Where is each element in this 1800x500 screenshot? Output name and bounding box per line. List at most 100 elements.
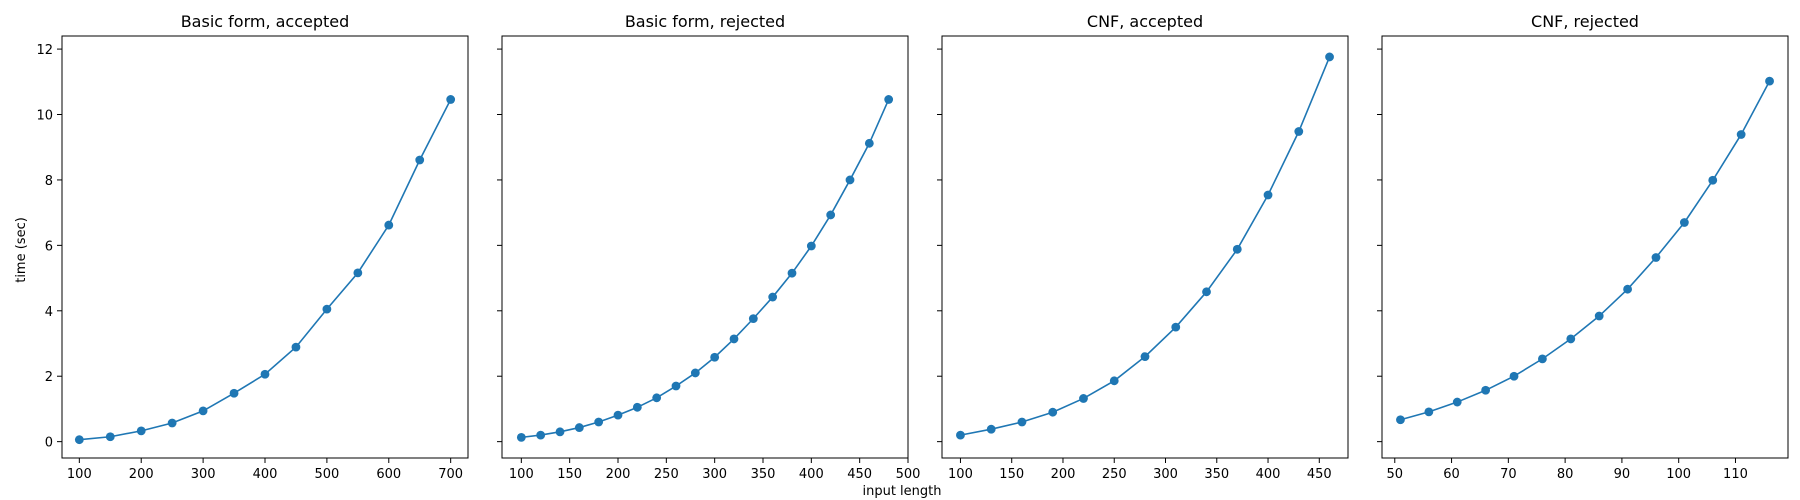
data-point [729, 334, 739, 344]
data-point [1109, 376, 1119, 386]
data-point [1079, 394, 1088, 403]
series-line [521, 99, 890, 439]
series-line [960, 56, 1331, 436]
data-point [1171, 322, 1181, 332]
x-tick-label: 450 [847, 467, 872, 482]
x-tick-label: 350 [751, 467, 776, 482]
x-tick-label: 200 [1051, 467, 1076, 482]
chart-panel: Basic form, rejected 100 150 200 250 300 350 40… [497, 12, 920, 482]
data-point [415, 155, 425, 165]
data-point [1538, 354, 1547, 364]
data-point [671, 381, 681, 391]
data-point [806, 241, 816, 251]
data-point [136, 426, 146, 436]
data-point [1623, 284, 1632, 294]
data-point [632, 402, 642, 412]
data-point [826, 210, 836, 220]
data-point [516, 432, 526, 442]
x-tick-label: 70 [1500, 467, 1517, 482]
y-axis-label: time (sec) [14, 217, 29, 283]
data-point [710, 352, 720, 362]
panel-title: Basic form, rejected [625, 12, 785, 31]
x-tick-label: 200 [606, 467, 631, 482]
data-point [1202, 287, 1211, 297]
data-point [1566, 334, 1576, 344]
data-point [74, 435, 84, 445]
data-point [1140, 352, 1150, 361]
x-tick-label: 250 [654, 467, 679, 482]
data-point [594, 417, 604, 427]
x-tick-label: 700 [438, 467, 463, 482]
x-tick-label: 350 [1204, 467, 1229, 482]
x-tick-label: 600 [376, 467, 401, 482]
data-point [384, 220, 394, 230]
chart-panel: CNF, accepted 100 150 200 250 300 350 400 450 [937, 12, 1349, 482]
data-point [956, 430, 965, 440]
x-tick-label: 450 [1307, 467, 1332, 482]
data-point [105, 432, 115, 442]
y-tick-label: 4 [45, 305, 53, 320]
x-tick-label: 500 [896, 467, 921, 482]
data-point [198, 406, 208, 416]
x-tick-label: 300 [191, 467, 216, 482]
x-tick-label: 400 [253, 467, 278, 482]
data-point [446, 95, 456, 104]
data-point [1263, 190, 1273, 200]
x-tick-label: 100 [1666, 467, 1691, 482]
data-point [322, 304, 332, 314]
x-axis-label: input length [862, 484, 941, 499]
x-tick-label: 250 [1102, 467, 1127, 482]
data-point [884, 95, 894, 104]
data-point [574, 423, 584, 432]
x-tick-label: 300 [702, 467, 727, 482]
x-tick-label: 300 [1153, 467, 1178, 482]
data-point [536, 430, 546, 440]
data-point [1736, 130, 1746, 139]
y-tick-label: 8 [45, 174, 53, 189]
data-point [1452, 397, 1462, 407]
x-tick-label: 200 [129, 467, 154, 482]
axes-frame [1381, 35, 1789, 459]
data-point [1424, 407, 1434, 417]
panel-title: CNF, rejected [1531, 12, 1639, 31]
data-point [652, 393, 662, 403]
data-point [768, 292, 778, 302]
y-tick-label: 10 [36, 109, 53, 124]
data-point [845, 175, 855, 185]
data-point [1048, 407, 1058, 417]
data-point [167, 418, 177, 428]
axes-frame [941, 35, 1349, 459]
data-point [1679, 218, 1689, 227]
x-tick-label: 100 [509, 467, 534, 482]
x-tick-label: 80 [1557, 467, 1574, 482]
axes-frame [61, 35, 469, 459]
data-point [353, 268, 363, 278]
data-point [229, 388, 239, 398]
data-point [1294, 127, 1304, 136]
data-point [748, 314, 758, 324]
y-tick-label: 0 [45, 436, 53, 451]
x-tick-label: 100 [67, 467, 92, 482]
x-tick-label: 150 [557, 467, 582, 482]
data-point [1232, 244, 1242, 254]
data-point [613, 410, 623, 420]
data-point [1594, 311, 1604, 321]
axes-frame [501, 35, 909, 459]
panel-title: Basic form, accepted [181, 12, 350, 31]
x-tick-label: 90 [1614, 467, 1631, 482]
data-point [690, 368, 700, 378]
x-tick-label: 500 [314, 467, 339, 482]
data-point [1509, 371, 1519, 381]
data-point [986, 424, 996, 434]
x-tick-label: 110 [1723, 467, 1748, 482]
x-tick-label: 100 [948, 467, 973, 482]
x-tick-label: 150 [999, 467, 1024, 482]
data-point [1396, 415, 1405, 425]
series-line [1400, 80, 1771, 421]
x-tick-label: 400 [799, 467, 824, 482]
chart-panel: CNF, rejected 50 60 70 80 90 100 110 [1377, 12, 1789, 482]
data-point [1325, 52, 1334, 62]
